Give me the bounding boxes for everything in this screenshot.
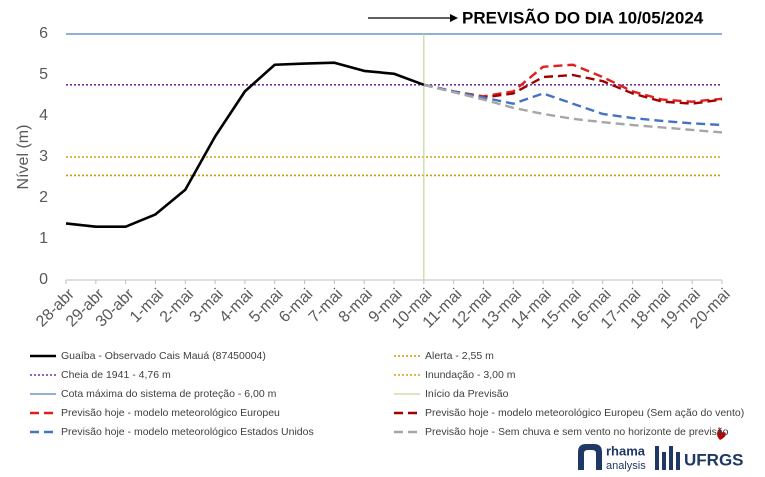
y-tick-label: 6 xyxy=(39,25,48,42)
y-tick-label: 2 xyxy=(39,189,48,206)
y-tick-label: 3 xyxy=(39,148,48,165)
legend-label: Guaíba - Observado Cais Mauá (87450004) xyxy=(61,350,266,362)
x-tick-label: 8-mai xyxy=(336,286,376,326)
ufrgs-flame xyxy=(717,428,726,440)
series-line xyxy=(423,83,723,127)
legend-label: Previsão hoje - modelo meteorológico Eur… xyxy=(425,407,744,419)
legend-label: Início da Previsão xyxy=(425,388,509,400)
logo-text: rhama xyxy=(606,443,646,458)
series-line xyxy=(423,83,723,134)
x-tick-label: 4-mai xyxy=(216,286,256,326)
logos: rhama analysis UFRGS xyxy=(578,428,744,472)
x-tick-label: 6-mai xyxy=(276,286,316,326)
series-line xyxy=(65,61,425,228)
legend-label: Cota máxima do sistema de proteção - 6,0… xyxy=(61,388,277,400)
y-tick-label: 4 xyxy=(39,107,48,124)
y-tick-label: 5 xyxy=(39,66,48,83)
series-line xyxy=(423,73,723,105)
legend-label: Cheia de 1941 - 4,76 m xyxy=(61,369,171,381)
x-tick-label: 2-mai xyxy=(157,286,197,326)
x-tick-label: 1-mai xyxy=(127,286,167,326)
legend-label: Previsão hoje - modelo meteorológico Eur… xyxy=(61,407,280,419)
legend-label: Inundação - 3,00 m xyxy=(425,369,516,381)
ufrgs-icon xyxy=(669,446,673,470)
ufrgs-icon xyxy=(655,446,659,470)
rhama-icon xyxy=(578,444,602,470)
logo-text: analysis xyxy=(606,460,646,472)
y-tick-label: 1 xyxy=(39,230,48,247)
x-tick-label: 5-mai xyxy=(246,286,286,326)
ufrgs-icon xyxy=(676,452,680,470)
legend-label: Previsão hoje - modelo meteorológico Est… xyxy=(61,426,314,438)
x-tick-label: 7-mai xyxy=(306,286,346,326)
chart-title: PREVISÃO DO DIA 10/05/2024 xyxy=(462,7,704,27)
logo-text: UFRGS xyxy=(684,450,744,469)
legend-label: Previsão hoje - Sem chuva e sem vento no… xyxy=(425,426,729,438)
title-arrow-head xyxy=(450,14,458,22)
y-tick-label: 0 xyxy=(39,271,48,288)
y-axis-label: Nível (m) xyxy=(15,125,32,190)
legend-label: Alerta - 2,55 m xyxy=(425,350,494,362)
ufrgs-icon xyxy=(662,452,666,470)
x-tick-label: 3-mai xyxy=(187,286,227,326)
